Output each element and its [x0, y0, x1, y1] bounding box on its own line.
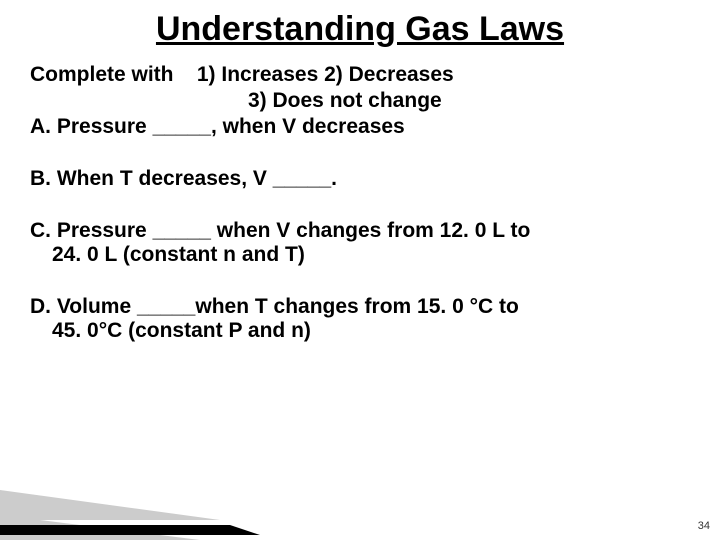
page-number: 34 — [698, 520, 710, 532]
instruction-options-1: 1) Increases 2) Decreases — [197, 63, 454, 86]
question-c-line1: C. Pressure _____ when V changes from 12… — [30, 219, 690, 243]
question-d-line2: 45. 0°C (constant P and n) — [30, 319, 690, 343]
question-a: A. Pressure _____, when V decreases — [30, 115, 690, 139]
question-b: B. When T decreases, V _____. — [30, 167, 690, 191]
instruction-line-2: 3) Does not change — [30, 89, 690, 113]
page-title: Understanding Gas Laws — [0, 0, 720, 63]
question-d-line1: D. Volume _____when T changes from 15. 0… — [30, 295, 690, 319]
question-c-line2: 24. 0 L (constant n and T) — [30, 243, 690, 267]
corner-decoration — [0, 480, 280, 540]
instruction-line-1: Complete with 1) Increases 2) Decreases — [30, 63, 690, 87]
content-area: Complete with 1) Increases 2) Decreases … — [0, 63, 720, 343]
instruction-prefix: Complete with — [30, 63, 174, 86]
